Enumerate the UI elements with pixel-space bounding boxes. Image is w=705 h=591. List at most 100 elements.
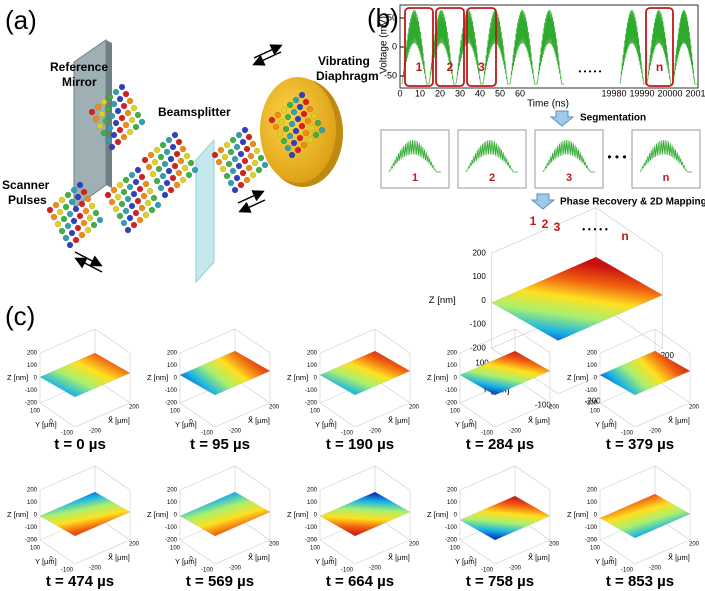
pulse-sphere xyxy=(147,151,155,159)
ellipsis: • • • • • xyxy=(579,67,602,76)
time-label: t = 853 µs xyxy=(606,573,674,590)
pulse-sphere xyxy=(286,132,294,140)
x-tick-label: 200 xyxy=(661,351,675,360)
surface xyxy=(179,491,271,537)
pulse-sphere xyxy=(130,190,138,198)
z-tick-label: -100 xyxy=(585,388,598,394)
pulse-sphere xyxy=(253,147,261,155)
z-tick-label: 100 xyxy=(27,363,38,369)
pulse-sphere xyxy=(300,141,308,149)
pulse-sphere xyxy=(116,181,124,189)
x-tick-label: 200 xyxy=(129,405,140,411)
pulse-sphere xyxy=(118,83,126,91)
z-tick-label: -200 xyxy=(25,538,38,544)
pulse-sphere xyxy=(227,148,235,156)
pulse-sphere xyxy=(150,194,158,202)
pulse-sphere xyxy=(257,154,265,162)
pulse-sphere xyxy=(78,200,86,208)
x-tick-label: 20 xyxy=(435,88,445,98)
pulse-sphere xyxy=(120,219,128,227)
pulse-sphere xyxy=(187,159,195,167)
x-tick-label: -200 xyxy=(369,566,382,572)
x-tick-label: 200 xyxy=(549,542,560,548)
pulse-sphere xyxy=(282,125,290,133)
pulse-sphere xyxy=(124,226,132,234)
pulse-sphere xyxy=(298,122,306,130)
label: Mirror xyxy=(62,75,97,89)
z-tick-label: -200 xyxy=(445,538,458,544)
y-axis-label: Y [µm] xyxy=(315,557,337,566)
y-axis-label: Y [µm] xyxy=(455,557,477,566)
pulse-sphere xyxy=(167,155,175,163)
pulse-sphere xyxy=(223,172,231,180)
pulse-sphere xyxy=(154,201,162,209)
pulse-sphere xyxy=(215,158,223,166)
surface xyxy=(39,352,131,398)
pulse-sphere xyxy=(223,141,231,149)
surface xyxy=(459,350,551,396)
segment-label: 3 xyxy=(566,172,572,184)
y-tick-label: 100 xyxy=(450,546,461,552)
pulse-sphere xyxy=(163,179,171,187)
y-axis-label: Y [µm] xyxy=(315,420,337,429)
time-label: t = 95 µs xyxy=(190,436,250,453)
order-label: 2 xyxy=(542,217,549,231)
pulse-sphere xyxy=(108,198,116,206)
box-back xyxy=(179,465,271,491)
pulse-sphere xyxy=(280,137,288,145)
pulse-sphere xyxy=(66,210,74,218)
x-tick-label: 60 xyxy=(515,88,525,98)
pulse-sphere xyxy=(118,200,126,208)
segment-label: n xyxy=(656,60,663,74)
pulse-sphere xyxy=(233,143,241,151)
pulse-sphere xyxy=(227,179,235,187)
pulse-sphere xyxy=(304,117,312,125)
x-tick-label: 0 xyxy=(529,554,533,560)
time-label: t = 569 µs xyxy=(186,573,254,590)
pulse-sphere xyxy=(229,136,237,144)
z-tick-label: 100 xyxy=(27,500,38,506)
z-tick-label: 200 xyxy=(307,351,318,357)
y-tick-label: 0 xyxy=(329,420,333,426)
label: Pulses xyxy=(8,193,47,207)
box-back xyxy=(599,328,691,354)
z-tick-label: 200 xyxy=(472,248,486,257)
time-label: t = 190 µs xyxy=(326,436,394,453)
box-back xyxy=(319,328,411,354)
pulse-sphere xyxy=(245,164,253,172)
pulse-sphere xyxy=(159,141,167,149)
order-label: 1 xyxy=(530,214,537,228)
pulse-sphere xyxy=(138,204,146,212)
pulse-sphere xyxy=(155,165,163,173)
z-tick-label: 0 xyxy=(454,513,458,519)
pulse-sphere xyxy=(153,177,161,185)
box-back xyxy=(39,465,131,491)
segment-label: 1 xyxy=(416,60,423,74)
pulse-sphere xyxy=(165,167,173,175)
z-tick-label: -100 xyxy=(305,388,318,394)
pulse-sphere xyxy=(302,98,310,106)
x-tick-label: -200 xyxy=(229,566,242,572)
pulse-sphere xyxy=(290,139,298,147)
z-tick-label: -100 xyxy=(445,525,458,531)
z-tick-label: 0 xyxy=(454,376,458,382)
time-label: t = 284 µs xyxy=(466,436,534,453)
segment-box xyxy=(466,7,497,87)
x-axis-label: X [µm] xyxy=(388,553,410,562)
pulse-sphere xyxy=(112,88,120,96)
pulse-sphere xyxy=(56,208,64,216)
pulse-sphere xyxy=(173,181,181,189)
pulse-sphere xyxy=(62,234,70,242)
pulse-sphere xyxy=(181,164,189,172)
x-tick-label: 40 xyxy=(475,88,485,98)
pulse-sphere xyxy=(286,101,294,109)
pulse-sphere xyxy=(126,97,134,105)
pulse-sphere xyxy=(110,100,118,108)
x-axis-label: X [µm] xyxy=(668,416,690,425)
pulse-sphere xyxy=(161,191,169,199)
pulse-sphere xyxy=(221,153,229,161)
x-tick-label: 0 xyxy=(109,417,113,423)
pulse-sphere xyxy=(114,138,122,146)
x-tick-label: 200 xyxy=(269,542,280,548)
x-tick-label: -200 xyxy=(509,566,522,572)
